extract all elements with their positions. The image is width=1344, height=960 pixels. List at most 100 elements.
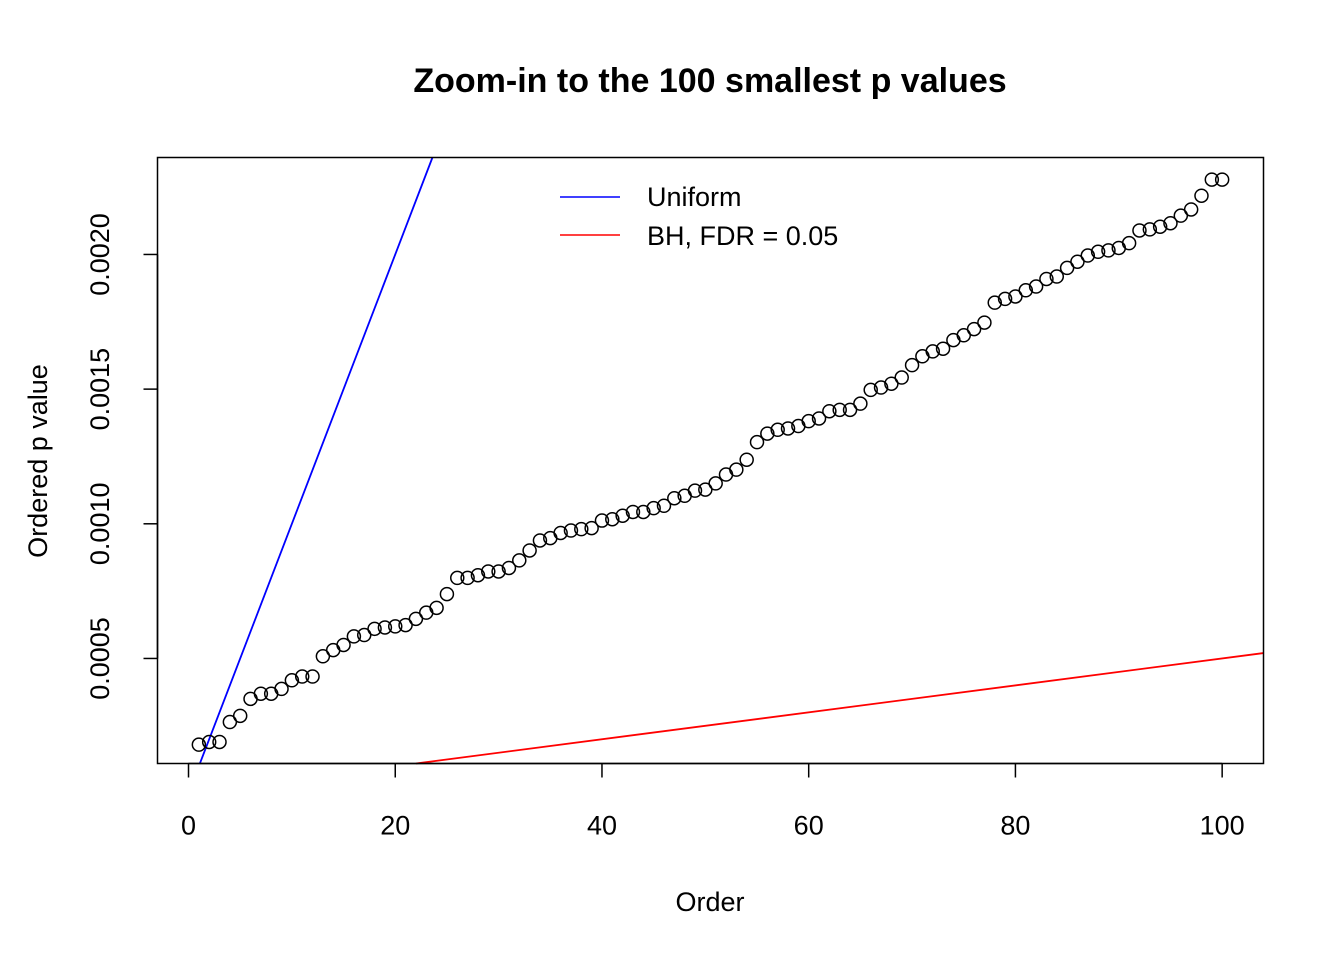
data-point [574, 521, 589, 537]
data-point [356, 627, 372, 643]
data-point [1018, 283, 1034, 298]
data-point [274, 681, 289, 697]
x-tick-label: 20 [380, 811, 410, 841]
data-point [1008, 289, 1023, 304]
data-point [1028, 279, 1044, 294]
data-point [439, 586, 455, 602]
data-point [1214, 172, 1230, 187]
data-point [615, 508, 630, 523]
data-point [646, 500, 661, 516]
data-point [398, 617, 413, 633]
data-point [997, 291, 1013, 307]
data-point [222, 714, 238, 730]
data-point [708, 476, 723, 491]
y-tick-label: 0.0010 [85, 482, 115, 565]
data-point [1039, 271, 1054, 287]
data-point [956, 328, 971, 343]
data-point [553, 525, 568, 541]
chart-title: Zoom-in to the 100 smallest p values [413, 62, 1006, 100]
x-axis-label: Order [675, 887, 744, 917]
data-point [801, 413, 816, 429]
data-point [460, 570, 475, 586]
data-point [191, 737, 207, 752]
data-point [770, 422, 785, 438]
data-point [1204, 172, 1220, 187]
data-point [698, 482, 713, 497]
data-point [1059, 260, 1075, 276]
data-point [625, 504, 641, 520]
data-point [1132, 223, 1147, 238]
data-point [894, 370, 909, 385]
data-point [1163, 215, 1178, 231]
data-point [729, 462, 744, 477]
y-axis-label: Ordered p value [23, 364, 53, 558]
x-tick-label: 100 [1200, 811, 1245, 841]
data-point [687, 483, 703, 498]
data-point [904, 357, 920, 373]
y-tick-label: 0.0015 [85, 348, 115, 431]
data-point [522, 543, 537, 558]
data-point [987, 295, 1003, 310]
y-axis: 0.0005 0.0010 0.0015 0.0020 [85, 213, 159, 700]
data-point [1194, 188, 1209, 203]
data-point [491, 564, 506, 579]
data-point [667, 490, 682, 506]
data-point [305, 669, 320, 684]
data-point [387, 619, 403, 634]
data-point [212, 734, 227, 750]
data-point [408, 611, 424, 627]
data-point [780, 421, 796, 436]
data-point [594, 513, 610, 528]
data-point [232, 708, 248, 724]
x-axis: 0 20 40 60 80 100 [181, 762, 1245, 841]
data-point [1152, 219, 1168, 234]
data-point [512, 553, 527, 568]
data-points [191, 172, 1230, 752]
data-point [1049, 269, 1065, 284]
series-line-2 [415, 652, 1264, 765]
data-point [532, 533, 548, 548]
data-point [253, 686, 269, 701]
x-tick-label: 80 [1000, 811, 1030, 841]
data-point [873, 380, 889, 395]
legend-label-bh: BH, FDR = 0.05 [647, 221, 838, 251]
data-point [884, 376, 899, 391]
data-point [481, 564, 496, 579]
data-point [294, 669, 310, 684]
data-point [749, 434, 765, 450]
data-point [315, 649, 331, 664]
data-point [636, 504, 651, 520]
data-point [935, 341, 951, 356]
data-point [201, 734, 217, 750]
data-point [605, 511, 620, 527]
data-point [853, 396, 868, 411]
data-point [429, 600, 444, 616]
data-point [284, 673, 300, 688]
data-point [450, 570, 465, 586]
data-point [501, 560, 517, 576]
y-tick-label: 0.0005 [85, 617, 115, 700]
x-tick-label: 60 [794, 811, 824, 841]
data-point [584, 520, 599, 536]
data-point [1142, 222, 1158, 237]
data-point [811, 411, 827, 426]
data-point [336, 637, 351, 653]
data-point [832, 402, 847, 418]
data-point [966, 321, 982, 337]
data-point [1183, 202, 1199, 217]
data-point [377, 620, 393, 635]
data-point [863, 382, 878, 398]
data-point [1101, 243, 1116, 258]
data-point [367, 621, 382, 637]
data-point [563, 523, 579, 538]
data-point [739, 452, 754, 467]
data-point [1070, 254, 1085, 269]
data-point [1173, 208, 1189, 223]
x-tick-label: 40 [587, 811, 617, 841]
data-point [760, 426, 775, 441]
data-point [1121, 235, 1137, 251]
data-point [346, 629, 362, 644]
data-point [1090, 244, 1106, 260]
y-tick-label: 0.0020 [85, 213, 115, 296]
